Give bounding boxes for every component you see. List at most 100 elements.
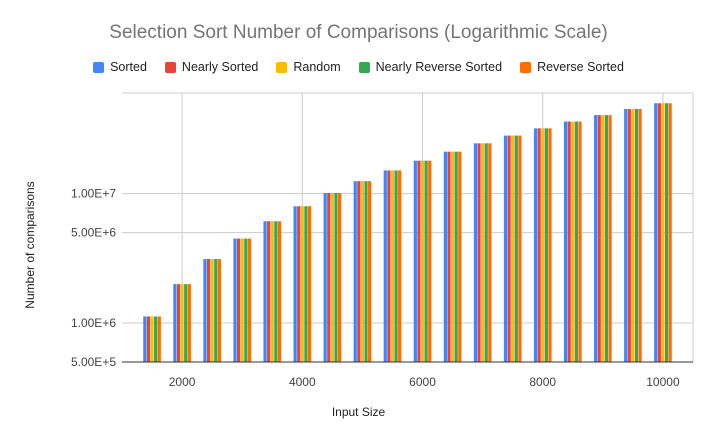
axes: 2000 4000 6000 8000 10000 5.00E+5 1.00E+6 5.00E… xyxy=(71,187,693,389)
bar xyxy=(420,160,425,362)
bar xyxy=(443,151,447,362)
bar-groups xyxy=(143,103,672,363)
legend-label-reverse-sorted: Reverse Sorted xyxy=(537,60,624,74)
bar-group xyxy=(263,221,282,362)
bar-group xyxy=(383,170,402,362)
bar xyxy=(638,109,642,362)
bar xyxy=(567,121,571,363)
legend-item-nearly-reverse-sorted[interactable]: Nearly Reverse Sorted xyxy=(358,60,503,74)
bar xyxy=(571,121,575,363)
bar xyxy=(668,103,672,363)
bar xyxy=(184,284,188,362)
legend-swatch-nearly-sorted xyxy=(164,61,176,73)
legend-label-nearly-reverse-sorted: Nearly Reverse Sorted xyxy=(375,60,503,74)
legend-swatch-random xyxy=(276,61,288,73)
legend-label-nearly-sorted: Nearly Sorted xyxy=(181,60,259,74)
bar xyxy=(541,128,545,362)
bar xyxy=(624,109,628,362)
bar xyxy=(450,151,455,362)
legend-label-sorted: Sorted xyxy=(110,60,147,74)
bar xyxy=(293,206,297,362)
x-tick-label: 10000 xyxy=(646,375,680,389)
bar xyxy=(297,206,301,362)
bar xyxy=(176,284,181,362)
bar xyxy=(488,143,492,362)
legend: Sorted Nearly Sorted Random Nearly Rever… xyxy=(0,60,717,74)
bar xyxy=(150,316,154,362)
bar xyxy=(601,115,605,363)
bar xyxy=(214,259,218,362)
bar xyxy=(330,192,334,362)
bar xyxy=(424,160,428,362)
bar-group xyxy=(323,192,342,362)
bar-group xyxy=(173,284,191,362)
bar xyxy=(458,151,462,362)
bar xyxy=(664,103,669,363)
bar-group xyxy=(143,316,161,362)
legend-item-random[interactable]: Random xyxy=(276,60,341,74)
bar xyxy=(413,160,417,362)
bar xyxy=(307,206,312,362)
bar xyxy=(574,121,578,363)
bar xyxy=(154,316,158,362)
bar xyxy=(473,143,478,362)
bar xyxy=(518,135,522,362)
bar xyxy=(578,121,582,363)
bar-group xyxy=(413,160,432,362)
bar-group xyxy=(503,135,522,362)
bar xyxy=(654,103,658,363)
bar xyxy=(563,121,568,363)
x-tick-label: 6000 xyxy=(409,375,436,389)
bar xyxy=(634,109,639,362)
bar xyxy=(503,135,508,362)
bar xyxy=(357,181,361,362)
bar xyxy=(544,128,548,362)
y-tick-label: 1.00E+7 xyxy=(71,187,116,201)
bar xyxy=(300,206,304,362)
bar xyxy=(206,259,211,362)
bar xyxy=(364,181,368,362)
bar xyxy=(387,170,391,362)
legend-item-reverse-sorted[interactable]: Reverse Sorted xyxy=(520,60,624,74)
bar xyxy=(247,238,252,362)
bar xyxy=(533,128,538,362)
bar xyxy=(594,115,598,363)
bar-group xyxy=(293,206,312,362)
legend-item-nearly-sorted[interactable]: Nearly Sorted xyxy=(164,60,259,74)
bar xyxy=(477,143,481,362)
bar-group xyxy=(594,115,612,363)
bar xyxy=(360,181,365,362)
bar xyxy=(597,115,601,363)
bar xyxy=(661,103,665,363)
y-tick-label: 5.00E+5 xyxy=(71,355,116,369)
bar xyxy=(657,103,661,363)
x-tick-label: 8000 xyxy=(529,375,556,389)
bar xyxy=(267,221,271,362)
legend-item-sorted[interactable]: Sorted xyxy=(93,60,147,74)
bar xyxy=(353,181,357,362)
bar xyxy=(277,221,282,362)
x-axis-label: Input Size xyxy=(331,405,386,419)
legend-swatch-sorted xyxy=(93,61,105,73)
bar xyxy=(237,238,241,362)
legend-swatch-nearly-reverse-sorted xyxy=(358,61,370,73)
bar xyxy=(203,259,207,362)
bar-group xyxy=(233,238,252,362)
x-tick-label: 4000 xyxy=(289,375,316,389)
bar xyxy=(507,135,511,362)
bar-group xyxy=(624,109,642,362)
bar xyxy=(263,221,267,362)
x-tick-label: 2000 xyxy=(169,375,196,389)
bar xyxy=(484,143,488,362)
bar xyxy=(334,192,338,362)
bar xyxy=(180,284,184,362)
bar xyxy=(627,109,631,362)
y-tick-label: 1.00E+6 xyxy=(71,316,116,330)
bar-group xyxy=(563,121,582,363)
bar xyxy=(327,192,331,362)
bar-group xyxy=(473,143,492,362)
bar-group xyxy=(533,128,552,362)
chart-title: Selection Sort Number of Comparisons (Lo… xyxy=(109,22,608,43)
legend-swatch-reverse-sorted xyxy=(520,61,532,73)
